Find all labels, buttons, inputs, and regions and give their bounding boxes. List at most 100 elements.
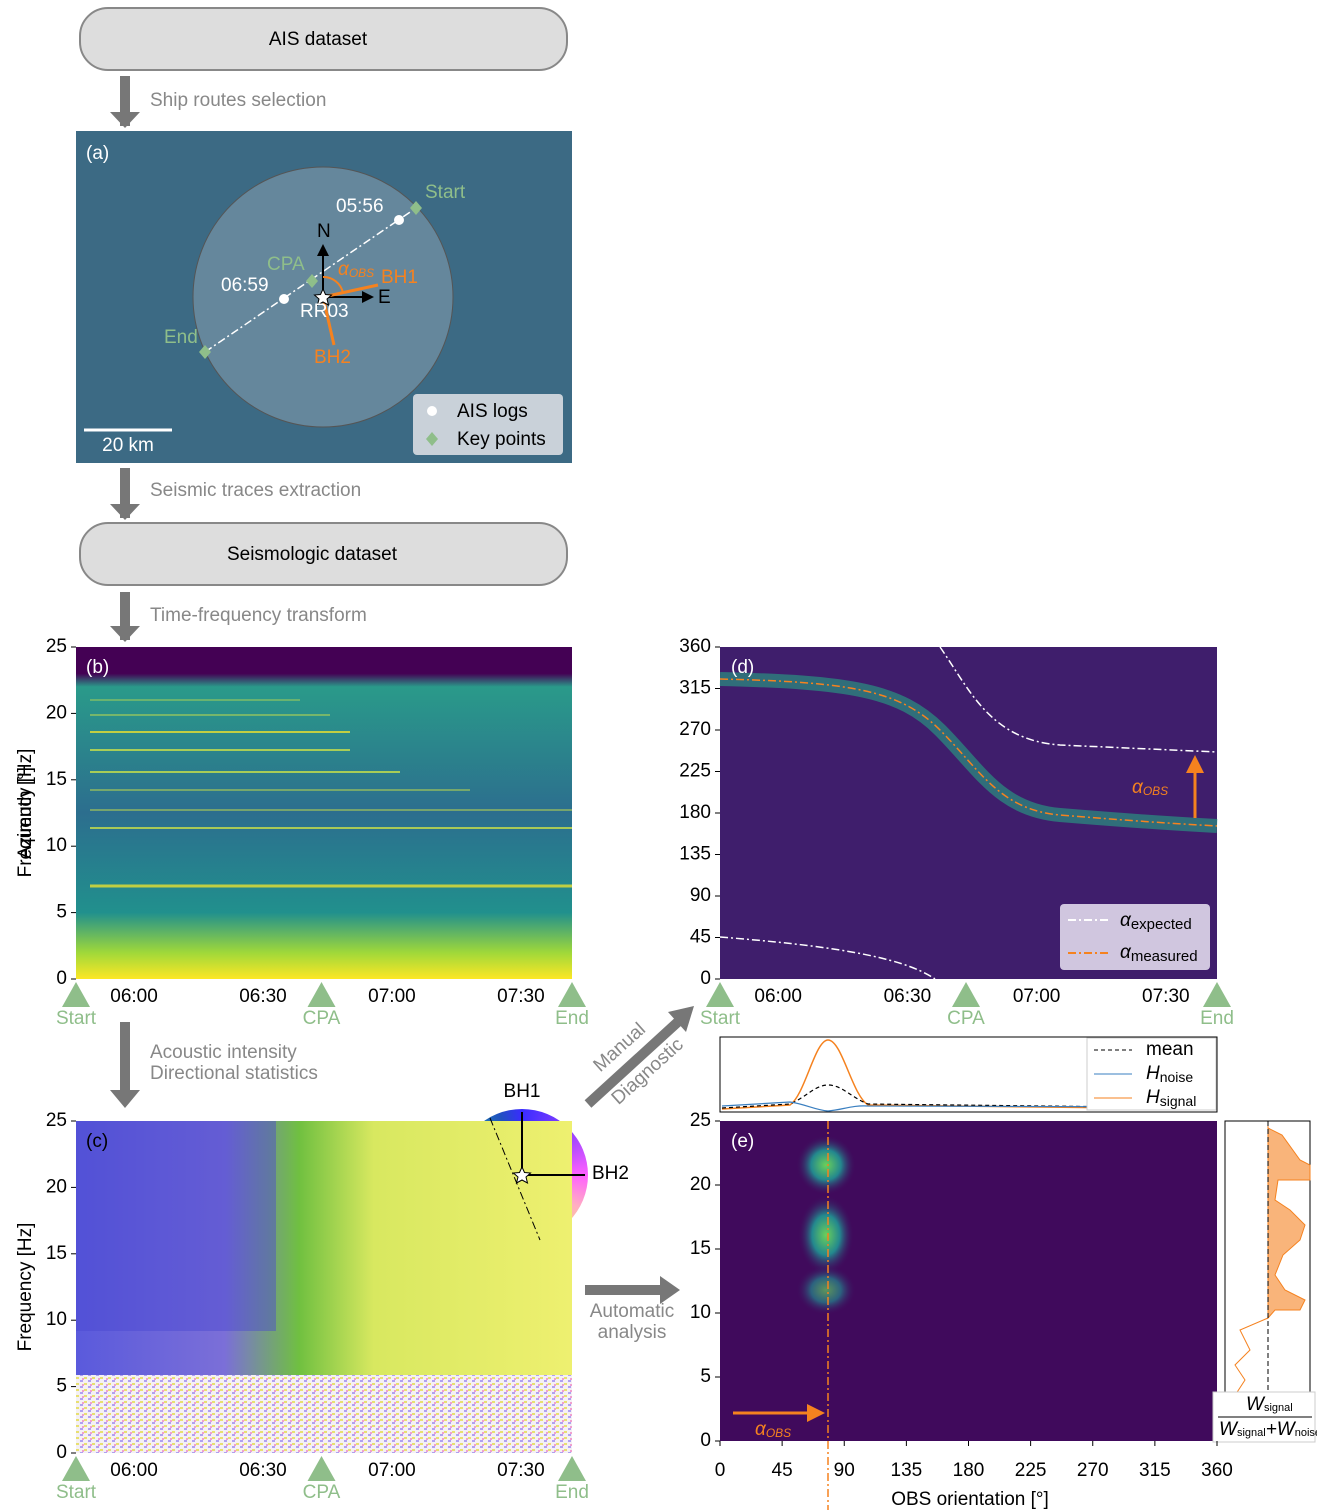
wheel-label: BH1: [504, 1081, 541, 1102]
x-tick-label: 06:00: [110, 986, 158, 1007]
box-label: AIS dataset: [269, 29, 368, 50]
marker: [706, 982, 734, 1007]
flow-arrow-head: [110, 1090, 140, 1108]
x-tick-label: 45: [772, 1460, 793, 1481]
x-tick-label: 06:30: [239, 1460, 287, 1481]
legend-label: Key points: [457, 429, 546, 450]
key-point-label: CPA: [267, 254, 305, 275]
flow-arrow-head: [110, 626, 140, 642]
north-label: N: [317, 221, 331, 242]
alpha-expected: [939, 646, 1218, 753]
alpha-subscript: OBS: [1143, 784, 1168, 798]
alpha-label: αOBS: [755, 1419, 791, 1440]
y-tick-label: 135: [679, 844, 711, 865]
ratio-fill: [1267, 1121, 1311, 1320]
y-tick-label: 20: [690, 1174, 711, 1195]
x-tick-label: 90: [834, 1460, 855, 1481]
y-tick-label: 10: [690, 1302, 711, 1323]
y-tick-label: 20: [46, 702, 67, 723]
x-tick-label: 06:30: [239, 986, 287, 1007]
legend-label: AIS logs: [457, 401, 528, 422]
legend-subscript: noise: [1160, 1069, 1194, 1085]
y-tick-label: 270: [679, 719, 711, 740]
x-tick-label: 06:30: [884, 986, 932, 1007]
y-tick-label: 0: [56, 1442, 67, 1463]
ais-log: [279, 294, 289, 304]
y-axis-label: Frequency [Hz]: [15, 1223, 36, 1352]
y-tick-label: 315: [679, 678, 711, 699]
x-axis-label: OBS orientation [°]: [891, 1489, 1049, 1510]
ratio-subscript: signal: [1237, 1427, 1266, 1439]
marker: [558, 1456, 586, 1481]
alpha-subscript: OBS: [766, 1426, 791, 1440]
y-tick-label: 15: [46, 769, 67, 790]
step-label: Automatic: [590, 1301, 674, 1322]
step-label: analysis: [598, 1322, 667, 1343]
marker-label: End: [1200, 1008, 1234, 1029]
legend-symbol: H: [1146, 1087, 1160, 1108]
x-tick-label: 360: [1201, 1460, 1233, 1481]
panel-label: (b): [86, 657, 109, 678]
bh-label: BH2: [314, 347, 351, 368]
flow-arrow-head: [660, 1276, 680, 1304]
alpha-label: αOBS: [338, 259, 374, 280]
y-tick-label: 20: [46, 1176, 67, 1197]
y-tick-label: 25: [46, 636, 67, 657]
x-tick-label: 315: [1139, 1460, 1171, 1481]
y-axis-label: Azimuth [°]: [15, 767, 36, 859]
legend-symbol: mean: [1146, 1039, 1194, 1060]
orientation-map: [720, 1121, 1217, 1441]
alpha-symbol: α: [1132, 777, 1144, 798]
bh-label: BH1: [381, 267, 418, 288]
x-tick-label: 07:30: [497, 1460, 545, 1481]
legend-label: αmeasured: [1120, 942, 1198, 965]
marker-label: End: [555, 1008, 589, 1029]
y-tick-label: 90: [690, 885, 711, 906]
x-tick-label: 07:30: [1142, 986, 1190, 1007]
alpha-expected: [719, 936, 936, 980]
marker: [1203, 982, 1231, 1007]
ratio-symbol: W: [1246, 1394, 1266, 1415]
dataset-box: [79, 7, 568, 71]
bh2-axis: [321, 296, 336, 346]
marker-label: CPA: [303, 1482, 341, 1503]
legend: [1060, 904, 1210, 970]
y-tick-label: 25: [690, 1110, 711, 1131]
ratio-symbol: +W: [1266, 1419, 1297, 1440]
x-tick-label: 135: [891, 1460, 923, 1481]
mean: [721, 1084, 1216, 1109]
alpha-symbol: α: [338, 259, 350, 280]
y-tick-label: 5: [56, 1376, 67, 1397]
y-tick-label: 5: [56, 902, 67, 923]
y-tick-label: 15: [46, 1243, 67, 1264]
signal-blob: [796, 1135, 856, 1195]
wheel-orientation: [489, 1117, 541, 1241]
ratio-numerator: Wsignal: [1246, 1394, 1293, 1415]
step-label: Ship routes selection: [150, 90, 326, 111]
legend-symbol: α: [1120, 910, 1132, 931]
marker-label: Start: [700, 1008, 741, 1029]
panel-label: (e): [731, 1131, 754, 1152]
ratio-subscript: signal: [1264, 1402, 1293, 1414]
y-tick-label: 15: [690, 1238, 711, 1259]
legend-subscript: expected: [1131, 916, 1192, 933]
step-label: Acoustic intensity: [150, 1042, 297, 1063]
panel-label: (a): [86, 143, 109, 164]
legend-marker: [426, 432, 438, 446]
marker: [952, 982, 981, 1007]
step-label: Time-frequency transform: [150, 605, 367, 626]
key-point: [410, 201, 422, 215]
y-tick-label: 0: [700, 968, 711, 989]
flow-arrow-head: [668, 1006, 694, 1032]
ratio-symbol: W: [1219, 1419, 1239, 1440]
direction-overlay: [76, 1121, 276, 1331]
ratio-subscript: noise: [1295, 1427, 1317, 1439]
panel-label: (d): [731, 657, 754, 678]
east-label: E: [378, 287, 391, 308]
time-label: 06:59: [221, 275, 269, 296]
x-tick-label: 180: [953, 1460, 985, 1481]
ratio-denominator: Wsignal+Wnoise: [1219, 1419, 1317, 1440]
marker: [62, 1456, 90, 1481]
